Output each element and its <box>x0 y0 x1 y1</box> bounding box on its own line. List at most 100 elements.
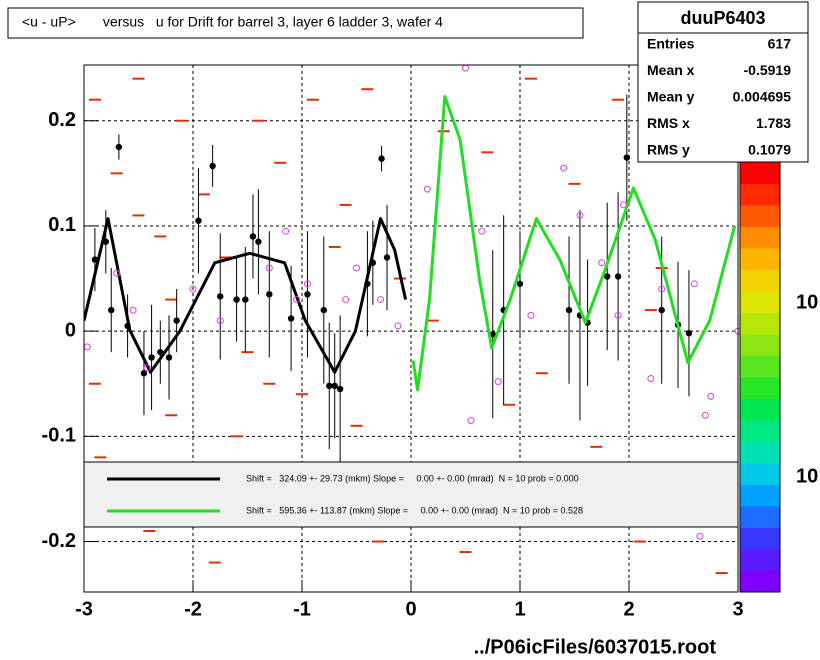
palette-box <box>740 527 780 550</box>
palette-box <box>740 441 780 464</box>
palette-box <box>740 420 780 442</box>
x-tick-label: 3 <box>732 598 743 620</box>
point <box>108 306 115 314</box>
point <box>195 217 202 224</box>
palette-box <box>740 269 780 292</box>
point <box>113 269 121 277</box>
point <box>265 264 273 272</box>
palette-box <box>740 226 780 249</box>
bin-mark <box>503 403 516 406</box>
bin-mark <box>263 382 276 385</box>
point <box>423 185 431 193</box>
point <box>342 296 350 304</box>
point <box>304 291 311 298</box>
stats-value: 0.004695 <box>733 89 792 105</box>
point <box>707 392 715 400</box>
x-tick-label: 0 <box>405 598 416 620</box>
point <box>376 296 384 304</box>
bin-mark <box>644 309 657 312</box>
bin-mark <box>350 424 363 427</box>
point <box>467 417 475 425</box>
plot-frame <box>83 64 739 593</box>
bin-mark <box>132 214 145 217</box>
legend-label: Shift = 595.36 +- 113.87 (mkm) Slope = 0… <box>246 505 583 515</box>
palette-box <box>740 334 780 356</box>
palette-box <box>740 463 780 485</box>
point <box>647 374 655 382</box>
bin-mark <box>176 119 189 122</box>
bin-mark <box>296 393 308 396</box>
point <box>658 285 666 293</box>
point <box>527 311 535 319</box>
bin-mark <box>143 529 156 532</box>
x-tick-label: 2 <box>623 598 634 620</box>
point <box>690 280 698 288</box>
legend-label: Shift = 324.09 +- 29.73 (mkm) Slope = 0.… <box>246 473 579 483</box>
point <box>598 259 606 267</box>
point <box>115 143 123 151</box>
point <box>242 296 249 303</box>
bin-mark <box>481 151 494 154</box>
point <box>209 162 216 170</box>
stats-label: Mean x <box>647 62 695 78</box>
bin-mark <box>88 382 101 385</box>
bin-mark <box>633 540 646 543</box>
point <box>516 280 524 287</box>
bin-mark <box>274 161 287 164</box>
point <box>576 211 584 219</box>
bin-mark <box>459 551 472 554</box>
point <box>336 385 344 393</box>
palette-box <box>740 398 780 421</box>
point <box>614 273 622 280</box>
bin-mark <box>154 235 167 238</box>
stats-value: -0.5919 <box>744 62 792 78</box>
point <box>326 382 333 390</box>
point <box>189 285 197 293</box>
bin-mark <box>252 119 265 122</box>
bin-mark <box>306 98 319 101</box>
point <box>623 154 631 161</box>
stats-value: 1.783 <box>756 115 791 131</box>
palette-label: 10 <box>796 291 818 313</box>
footer: ../P06icFiles/6037015.root <box>474 636 717 658</box>
y-tick-label: 0.2 <box>48 109 76 131</box>
bin-mark <box>372 540 385 543</box>
bin-mark <box>426 319 439 322</box>
point <box>217 293 224 300</box>
point <box>604 273 611 280</box>
point <box>685 330 693 337</box>
fit-curve <box>411 95 737 392</box>
palette-box <box>740 162 780 184</box>
bin-mark <box>568 182 581 185</box>
fit-curve <box>84 217 408 374</box>
stats-box <box>637 1 809 163</box>
bin-mark <box>219 256 232 259</box>
point <box>143 364 151 372</box>
bin-mark <box>590 445 603 448</box>
palette-box <box>740 205 780 227</box>
point <box>383 254 391 261</box>
x-tick-label: 1 <box>514 598 525 620</box>
point <box>129 306 137 314</box>
point <box>614 311 622 319</box>
point <box>287 315 295 322</box>
point <box>494 378 502 386</box>
bin-mark <box>328 245 341 248</box>
point <box>140 370 148 377</box>
point <box>148 354 155 361</box>
bin-mark <box>110 172 123 175</box>
palette-box <box>740 484 780 507</box>
point <box>255 238 262 245</box>
point <box>378 155 385 162</box>
bin-mark <box>132 77 145 80</box>
bin-mark <box>361 88 374 91</box>
palette-box <box>740 183 780 206</box>
point <box>394 322 402 330</box>
y-tick-label: -0.1 <box>42 425 76 447</box>
title-box <box>7 7 584 39</box>
point <box>266 291 273 298</box>
palette-box <box>740 377 780 399</box>
point <box>233 296 240 303</box>
